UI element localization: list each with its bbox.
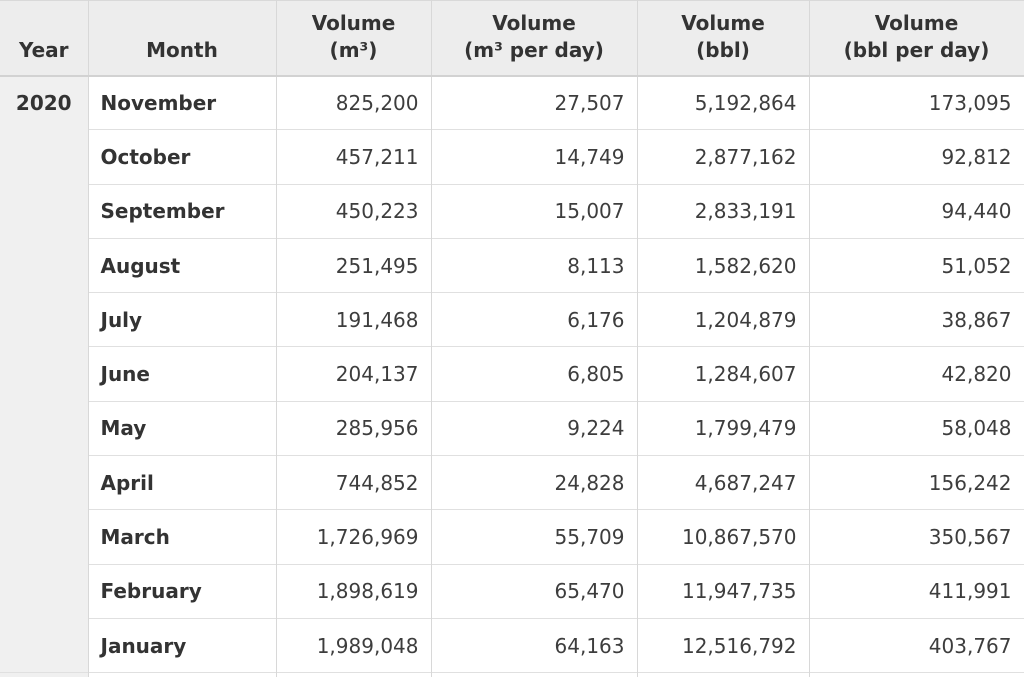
month-cell: April [87,455,276,510]
month-cell: October [87,129,276,185]
value-cell-volume_m3: 450,223 [275,183,431,239]
month-cell: May [87,400,276,456]
column-header-month: Month [87,0,276,77]
table-row: March 1,726,969 55,709 10,867,570 350,567 [0,509,1024,565]
table-body: 2020 November 825,200 27,507 5,192,864 173,09… [0,74,1024,677]
value-cell-volume_bbl_per_day: 94,440 [808,183,1024,239]
value-cell-volume_bbl: 10,867,570 [636,509,809,565]
month-cell: August [87,237,276,293]
value-cell-volume_bbl_per_day: 411,991 [808,563,1024,619]
value-cell-volume_m3: 1,726,969 [275,509,431,565]
value-cell-volume_m3: 744,852 [275,455,431,510]
value-cell-volume_m3_per_day: 65,470 [430,563,637,619]
table-row: July 191,468 6,176 1,204,879 38,867 [0,292,1024,347]
table-row: April 744,852 24,828 4,687,247 156,242 [0,455,1024,510]
value-cell-volume_bbl_per_day: 42,820 [808,346,1024,402]
value-cell-volume_m3: 204,137 [275,346,431,402]
month-cell: November [87,74,276,130]
value-cell-volume_bbl_per_day: 92,812 [808,129,1024,185]
month-cell: January [87,617,276,673]
value-cell-volume_m3: 285,956 [275,400,431,456]
value-cell-volume_m3_per_day: 27,507 [430,74,637,130]
table-row-partial [0,672,1024,677]
column-header-volume-bbl: Volume (bbl) [636,0,809,77]
value-cell-volume_bbl_per_day: 173,095 [808,74,1024,130]
value-cell-volume_m3_per_day: 15,007 [430,183,637,239]
value-cell-volume_bbl: 5,192,864 [636,74,809,130]
month-cell: July [87,292,276,347]
value-cell-volume_m3_per_day: 64,163 [430,617,637,673]
value-cell-empty [808,672,1024,677]
value-cell-empty [87,672,276,677]
month-cell: February [87,563,276,619]
value-cell-volume_m3: 251,495 [275,237,431,293]
value-cell-volume_bbl: 2,877,162 [636,129,809,185]
value-cell-volume_bbl: 11,947,735 [636,563,809,619]
value-cell-volume_bbl: 4,687,247 [636,455,809,510]
value-cell-volume_bbl: 2,833,191 [636,183,809,239]
table-row: 2020 November 825,200 27,507 5,192,864 173,09… [0,74,1024,673]
value-cell-volume_m3_per_day: 24,828 [430,455,637,510]
year-group-cell: 2020 [0,75,88,673]
table-row: October 457,211 14,749 2,877,162 92,812 [0,129,1024,185]
table-row: May 285,956 9,224 1,799,479 58,048 [0,400,1024,456]
value-cell-volume_bbl: 12,516,792 [636,617,809,673]
value-cell-volume_m3_per_day: 8,113 [430,237,637,293]
value-cell-volume_m3: 191,468 [275,292,431,347]
column-header-volume-bbl-per-day: Volume (bbl per day) [808,0,1024,77]
value-cell-volume_m3: 825,200 [275,74,431,130]
value-cell-empty [636,672,809,677]
value-cell-volume_m3: 1,898,619 [275,563,431,619]
table-row: June 204,137 6,805 1,284,607 42,820 [0,346,1024,402]
value-cell-volume_bbl_per_day: 350,567 [808,509,1024,565]
value-cell-volume_m3_per_day: 55,709 [430,509,637,565]
table-header: Year Month Volume (m³) Volume (m³ per da… [0,0,1024,77]
month-cell: June [87,346,276,402]
column-header-year: Year [0,0,88,77]
year-group-cell-next [0,672,88,677]
table-row: September 450,223 15,007 2,833,191 94,440 [0,183,1024,239]
column-header-volume-m3: Volume (m³) [275,0,431,77]
value-cell-volume_m3_per_day: 14,749 [430,129,637,185]
header-row: Year Month Volume (m³) Volume (m³ per da… [0,0,1024,77]
column-header-volume-m3-per-day: Volume (m³ per day) [430,0,637,77]
value-cell-empty [275,672,431,677]
table-row: August 251,495 8,113 1,582,620 51,052 [0,237,1024,293]
table-row: February 1,898,619 65,470 11,947,735 411,991 [0,563,1024,619]
value-cell-volume_bbl_per_day: 58,048 [808,400,1024,456]
value-cell-empty [430,672,637,677]
table-row: January 1,989,048 64,163 12,516,792 403,767 [0,617,1024,673]
value-cell-volume_m3_per_day: 9,224 [430,400,637,456]
value-cell-volume_bbl: 1,204,879 [636,292,809,347]
value-cell-volume_bbl_per_day: 51,052 [808,237,1024,293]
month-cell: September [87,183,276,239]
value-cell-volume_bbl: 1,284,607 [636,346,809,402]
value-cell-volume_bbl_per_day: 403,767 [808,617,1024,673]
value-cell-volume_bbl: 1,582,620 [636,237,809,293]
value-cell-volume_m3: 457,211 [275,129,431,185]
value-cell-volume_bbl_per_day: 38,867 [808,292,1024,347]
month-cell: March [87,509,276,565]
value-cell-volume_m3_per_day: 6,176 [430,292,637,347]
value-cell-volume_m3: 1,989,048 [275,617,431,673]
value-cell-volume_bbl_per_day: 156,242 [808,455,1024,510]
value-cell-volume_bbl: 1,799,479 [636,400,809,456]
value-cell-volume_m3_per_day: 6,805 [430,346,637,402]
